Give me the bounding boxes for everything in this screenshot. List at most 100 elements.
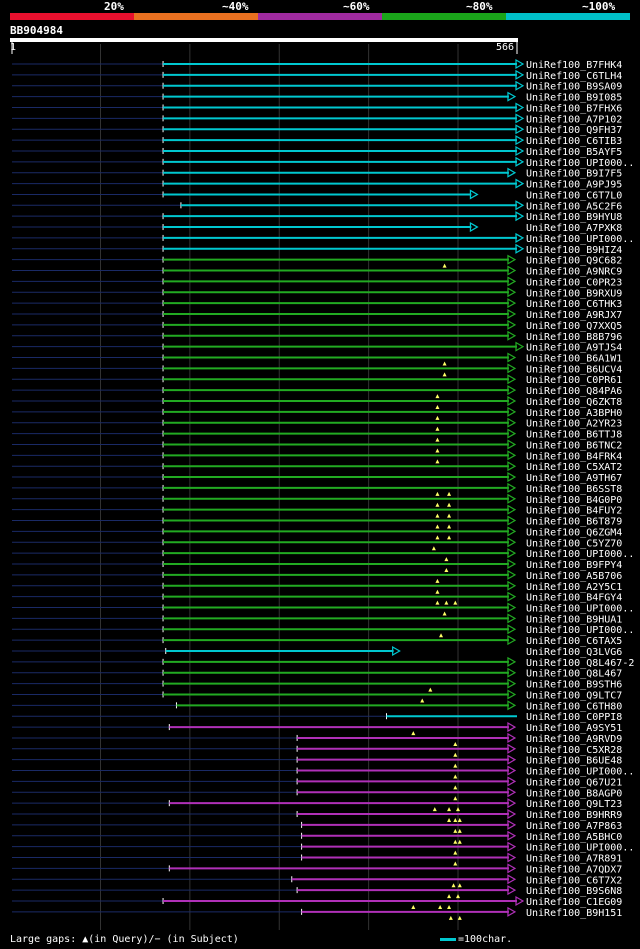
hit-arrow: [507, 91, 517, 102]
hit-arrow: [507, 808, 517, 820]
hit-label: UniRef100_A2YR23: [526, 419, 622, 430]
query-bar: [10, 38, 518, 42]
hit-label: UniRef100_A5BHC0: [526, 832, 622, 843]
hit-arrow: [507, 635, 517, 646]
hit-arrow: [507, 265, 517, 276]
hit-arrow: [515, 80, 525, 91]
hit-label: UniRef100_A7P863: [526, 821, 622, 832]
hit-arrow: [515, 145, 525, 156]
gap-marker: [453, 839, 458, 844]
hit-arrow: [469, 222, 479, 233]
gap-marker: [435, 513, 440, 518]
hit-arrow: [507, 700, 517, 711]
gap-marker: [457, 818, 462, 823]
hit-arrow: [507, 374, 517, 385]
gap-marker: [411, 904, 416, 909]
hit-arrow: [507, 885, 517, 896]
scale-segment: [258, 13, 382, 20]
hit-label: UniRef100_C5YZ70: [526, 538, 622, 549]
hit-label: UniRef100_B9I085: [526, 93, 622, 104]
gap-marker: [451, 883, 456, 888]
scale-legend-text: =100char.: [458, 934, 513, 945]
gap-marker: [439, 633, 444, 638]
hit-label: UniRef100_C5XR28: [526, 745, 622, 756]
hit-arrow: [507, 395, 517, 407]
hit-arrow: [507, 461, 517, 472]
hit-label: UniRef100_UPI000..: [526, 604, 634, 615]
hit-label: UniRef100_A7P102: [526, 114, 622, 125]
gap-marker: [435, 404, 440, 409]
gap-marker: [442, 361, 447, 366]
hit-label: UniRef100_A9RVD9: [526, 734, 622, 745]
hit-label: UniRef100_C6TAX5: [526, 636, 622, 647]
hit-arrow: [507, 385, 517, 396]
gap-marker: [411, 731, 416, 736]
hit-label: UniRef100_B6TTJ8: [526, 430, 622, 441]
gap-marker: [442, 372, 447, 377]
hit-label: UniRef100_Q67U21: [526, 777, 622, 788]
gap-marker: [453, 752, 458, 757]
hit-arrow: [507, 298, 517, 309]
hit-label: UniRef100_C0PPI8: [526, 712, 622, 723]
hit-arrow: [507, 787, 517, 798]
hit-label: UniRef100_C6TIB3: [526, 136, 622, 147]
hit-label: UniRef100_Q3LVG6: [526, 647, 622, 658]
hit-label: UniRef100_B5AYF5: [526, 147, 622, 158]
gap-marker: [435, 491, 440, 496]
hit-label: UniRef100_UPI000..: [526, 158, 634, 169]
hit-arrow: [515, 200, 525, 211]
hit-label: UniRef100_C6T7L0: [526, 190, 622, 201]
hit-arrow: [507, 254, 517, 265]
hit-arrow: [507, 287, 517, 298]
gap-marker: [453, 763, 458, 768]
hit-label: UniRef100_A9SY51: [526, 723, 622, 734]
query-start-label: 1: [10, 42, 17, 53]
hit-label: UniRef100_A9TH67: [526, 473, 622, 484]
hit-arrow: [507, 439, 517, 450]
gap-marker: [442, 611, 447, 616]
hit-label: UniRef100_C6TLH4: [526, 71, 622, 82]
gap-marker: [453, 796, 458, 801]
gap-marker: [456, 894, 461, 899]
hit-label: UniRef100_Q6ZGM4: [526, 527, 622, 538]
hit-arrow: [507, 548, 517, 559]
hit-label: UniRef100_Q9C682: [526, 256, 622, 267]
gap-marker: [435, 459, 440, 464]
scale-segment: [382, 13, 506, 20]
hit-label: UniRef100_B6A1W1: [526, 353, 622, 364]
hit-arrow: [507, 504, 517, 515]
gap-marker: [442, 263, 447, 268]
hit-label: UniRef100_Q7XXQ5: [526, 321, 622, 332]
hit-label: UniRef100_B9STH6: [526, 680, 622, 691]
scale-segment: [134, 13, 258, 20]
hit-arrow: [515, 232, 525, 243]
hit-arrow: [515, 124, 525, 135]
gap-marker: [453, 861, 458, 866]
scale-segment: [10, 13, 134, 20]
hit-arrow: [515, 211, 525, 222]
gap-marker: [435, 394, 440, 399]
gap-marker: [447, 535, 452, 540]
gap-marker: [435, 437, 440, 442]
hit-arrow: [507, 722, 517, 733]
gap-marker: [453, 785, 458, 790]
hit-label: UniRef100_Q6ZKT8: [526, 397, 622, 408]
hit-arrow: [507, 906, 517, 917]
identity-color-scale: 20% ~40% ~60% ~80% ~100%: [10, 0, 630, 22]
hit-arrow: [507, 776, 517, 787]
hit-arrow: [507, 537, 517, 548]
hit-arrow: [469, 189, 479, 200]
gap-marker: [447, 904, 452, 909]
hit-arrow: [507, 276, 517, 287]
hit-label: UniRef100_Q9FH37: [526, 125, 622, 136]
hit-label: UniRef100_B9HIZ4: [526, 245, 622, 256]
hit-arrow: [507, 624, 517, 635]
hit-arrow: [507, 841, 517, 852]
hit-arrow: [515, 113, 525, 124]
hit-label: UniRef100_B4FRK4: [526, 451, 622, 462]
gap-marker: [431, 546, 436, 551]
hit-arrow: [507, 580, 517, 591]
hit-label: UniRef100_C5XAT2: [526, 462, 622, 473]
gap-marker: [435, 535, 440, 540]
gap-marker: [435, 448, 440, 453]
